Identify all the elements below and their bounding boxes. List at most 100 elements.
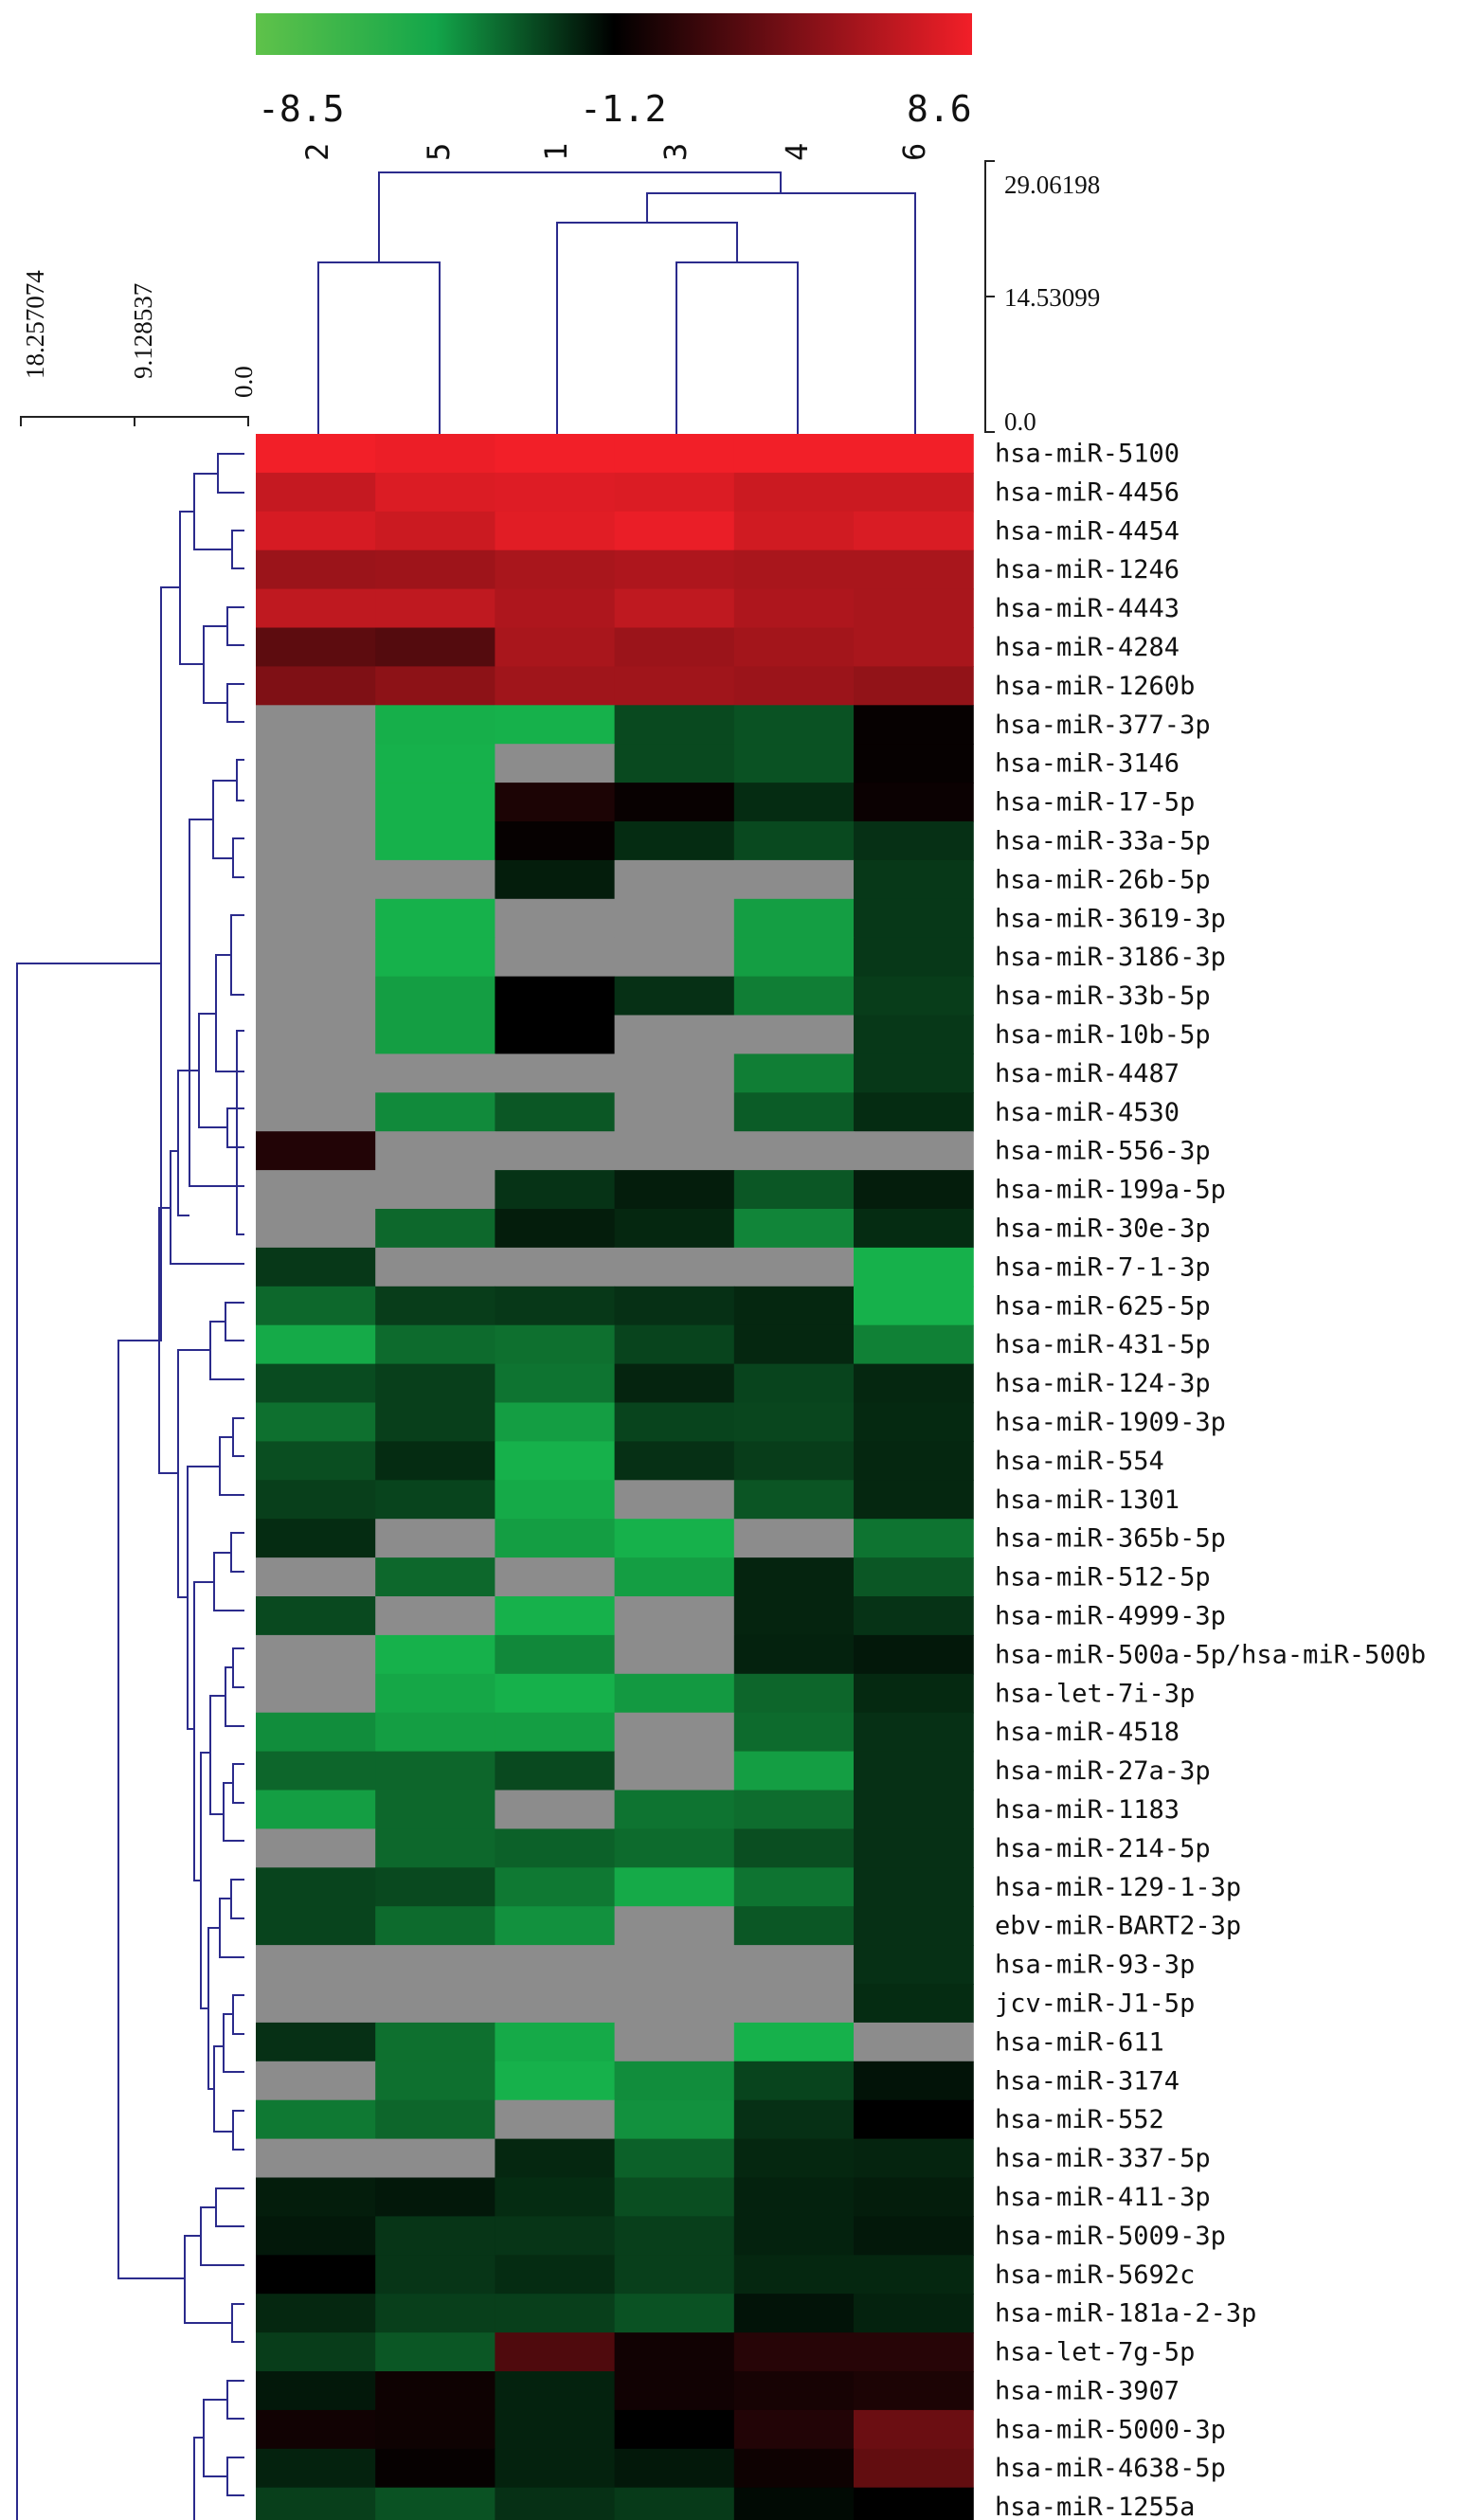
- heatmap-cell: [854, 627, 974, 667]
- heatmap-cell: [614, 1015, 735, 1054]
- row-label: hsa-miR-124-3p: [995, 1369, 1211, 1398]
- row-label: hsa-miR-4443: [995, 594, 1180, 623]
- heatmap-cell: [614, 511, 735, 551]
- heatmap-cell: [854, 1363, 974, 1404]
- heatmap-cell: [733, 1209, 855, 1249]
- heatmap-cell: [375, 2487, 495, 2520]
- row-axis-tick-left: 18.257074: [21, 270, 49, 379]
- col-axis-tick-top: 29.06198: [1004, 171, 1100, 199]
- heatmap-cell: [733, 705, 855, 745]
- heatmap-cell: [375, 1324, 495, 1365]
- heatmap-cell: [256, 2448, 376, 2489]
- heatmap-cell: [495, 1634, 616, 1675]
- heatmap-cell: [733, 1828, 855, 1868]
- heatmap-cell: [614, 2138, 735, 2179]
- heatmap-cell: [854, 2061, 974, 2101]
- heatmap-cell: [854, 783, 974, 822]
- heatmap-cell: [256, 1402, 376, 1442]
- heatmap-cell: [614, 549, 735, 590]
- heatmap-cell: [495, 937, 616, 978]
- heatmap-cell: [733, 627, 855, 667]
- heatmap-cell: [854, 859, 974, 900]
- row-label: hsa-miR-554: [995, 1447, 1164, 1476]
- heatmap-cell: [256, 2487, 376, 2520]
- heatmap-cell: [495, 2409, 616, 2450]
- heatmap-cell: [495, 2332, 616, 2372]
- row-label: hsa-miR-1246: [995, 555, 1180, 585]
- heatmap-cell: [256, 1828, 376, 1868]
- row-label: hsa-miR-30e-3p: [995, 1215, 1211, 1244]
- heatmap-cell: [854, 705, 974, 745]
- heatmap-cell: [495, 1092, 616, 1132]
- heatmap-cell: [375, 1053, 495, 1093]
- row-label: hsa-miR-4518: [995, 1718, 1180, 1747]
- heatmap-cell: [495, 2138, 616, 2179]
- heatmap-cell: [375, 1363, 495, 1404]
- heatmap-cell: [375, 2409, 495, 2450]
- heatmap-cell: [495, 1712, 616, 1753]
- row-label: hsa-miR-27a-3p: [995, 1756, 1211, 1786]
- heatmap-cell: [614, 2371, 735, 2411]
- heatmap-cell: [614, 1673, 735, 1714]
- heatmap-cell: [733, 2294, 855, 2333]
- heatmap-cell: [495, 1131, 616, 1171]
- heatmap-cell: [375, 1790, 495, 1829]
- heatmap-cell: [495, 976, 616, 1017]
- heatmap-cell: [614, 1945, 735, 1985]
- heatmap-cell: [733, 1053, 855, 1093]
- heatmap-cell: [854, 1092, 974, 1132]
- heatmap-cell: [733, 1015, 855, 1054]
- heatmap-cell: [733, 1363, 855, 1404]
- heatmap-cell: [614, 1402, 735, 1442]
- heatmap-cell: [375, 744, 495, 783]
- heatmap-cell: [733, 937, 855, 978]
- heatmap-cell: [375, 627, 495, 667]
- heatmap-cell: [256, 2177, 376, 2217]
- heatmap-cell: [733, 976, 855, 1017]
- heatmap-cell: [854, 1131, 974, 1171]
- heatmap-cell: [256, 1053, 376, 1093]
- heatmap-cell: [733, 472, 855, 513]
- col-axis-tick-mid: 14.53099: [1004, 283, 1100, 312]
- column-label: 5: [421, 143, 457, 161]
- heatmap-cell: [614, 1867, 735, 1907]
- heatmap-cell: [733, 2448, 855, 2489]
- heatmap-cell: [375, 1131, 495, 1171]
- row-label: hsa-miR-411-3p: [995, 2183, 1211, 2212]
- heatmap-cell: [614, 1557, 735, 1597]
- heatmap-cell: [854, 1596, 974, 1636]
- heatmap-cell: [733, 2099, 855, 2140]
- heatmap-cell: [375, 2448, 495, 2489]
- heatmap-cell: [614, 1170, 735, 1210]
- heatmap-cell: [733, 1984, 855, 2024]
- heatmap-cell: [854, 588, 974, 629]
- heatmap-cell: [614, 2332, 735, 2372]
- heatmap-cell: [733, 2177, 855, 2217]
- column-dendrogram: [317, 171, 916, 434]
- heatmap-cell: [614, 2099, 735, 2140]
- heatmap-cell: [495, 2255, 616, 2295]
- heatmap-cell: [614, 976, 735, 1017]
- heatmap-cell: [614, 2022, 735, 2062]
- heatmap-cell: [614, 783, 735, 822]
- row-label: hsa-miR-4530: [995, 1098, 1180, 1127]
- heatmap-cell: [375, 1480, 495, 1520]
- heatmap-cell: [495, 1441, 616, 1481]
- heatmap-cell: [733, 1751, 855, 1791]
- heatmap-cell: [854, 1519, 974, 1558]
- heatmap-cell: [495, 1673, 616, 1714]
- heatmap-cell: [733, 1480, 855, 1520]
- heatmap-cell: [375, 1751, 495, 1791]
- heatmap-cell: [614, 1790, 735, 1829]
- col-dendro-3-4: [675, 261, 799, 434]
- row-label: hsa-miR-3619-3p: [995, 904, 1226, 933]
- row-label: hsa-miR-625-5p: [995, 1291, 1211, 1321]
- heatmap-cell: [256, 2022, 376, 2062]
- heatmap-cell: [256, 1790, 376, 1829]
- heatmap-cell: [854, 1867, 974, 1907]
- row-label: hsa-miR-93-3p: [995, 1951, 1195, 1980]
- row-label: hsa-let-7i-3p: [995, 1679, 1195, 1708]
- row-label: hsa-miR-33b-5p: [995, 981, 1211, 1011]
- heatmap-cell: [495, 1209, 616, 1249]
- heatmap-cell: [495, 2448, 616, 2489]
